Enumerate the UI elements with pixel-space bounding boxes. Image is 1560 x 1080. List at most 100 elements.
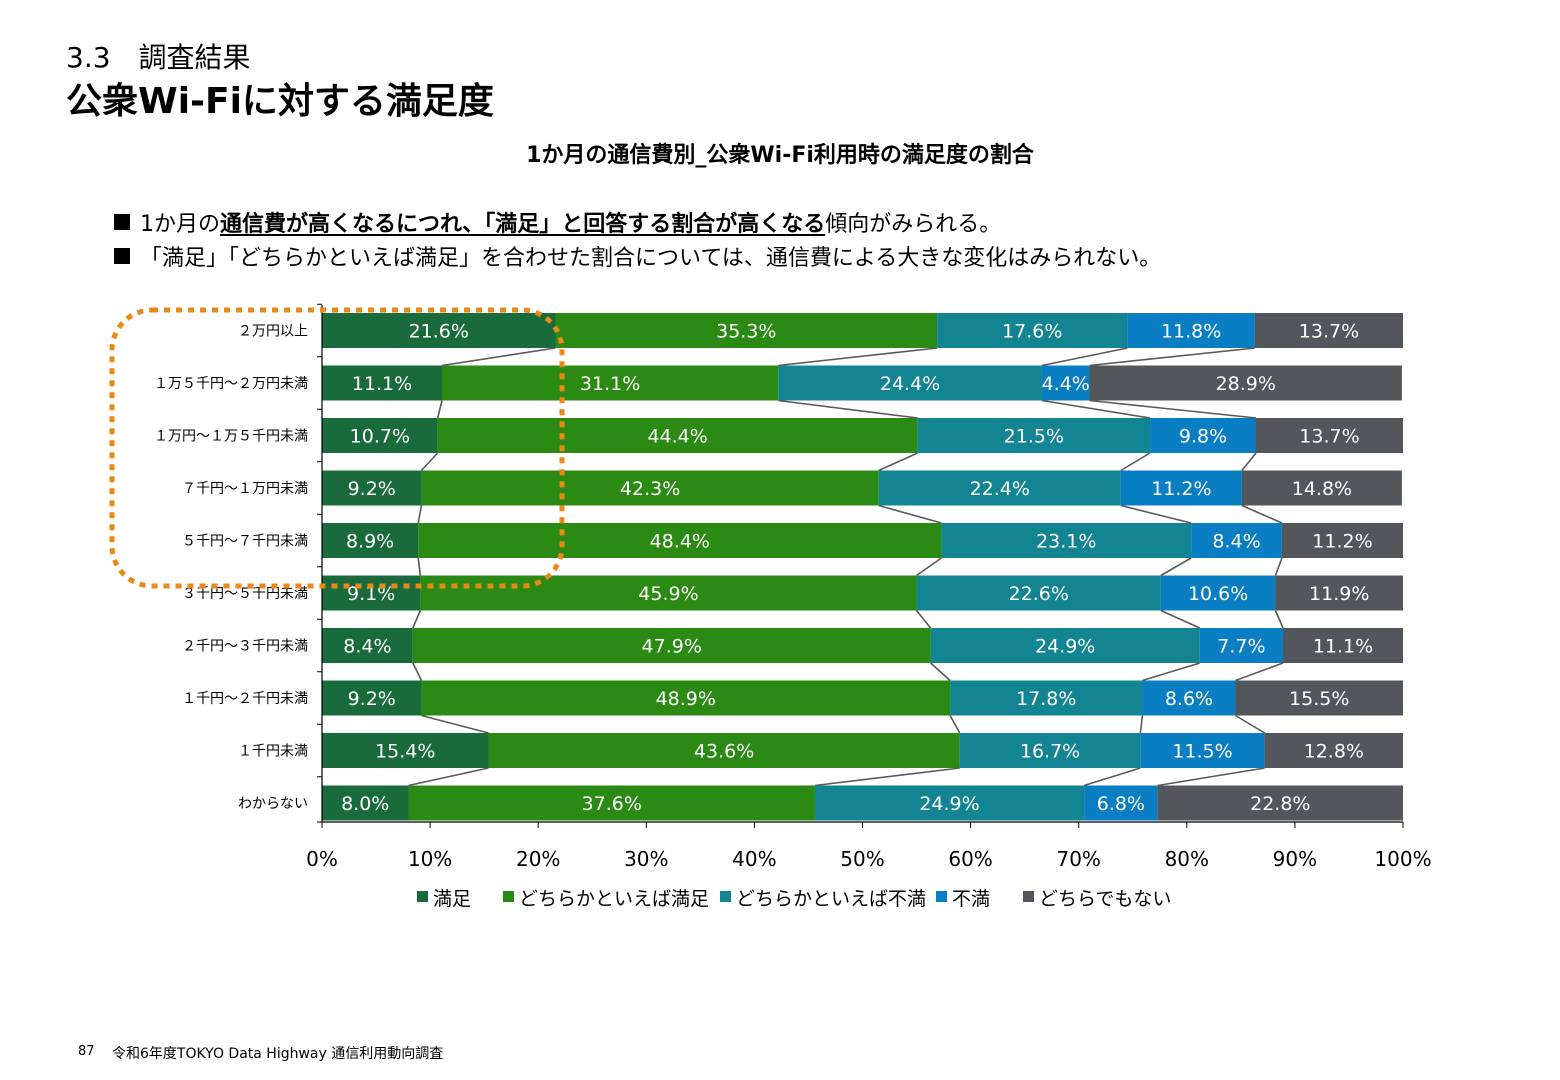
highlight-dotted-box (109, 307, 565, 589)
bar-segment (1127, 313, 1255, 348)
data-label: 31.1% (580, 373, 640, 395)
legend-swatch (417, 891, 428, 902)
x-tick-label: 70% (1056, 847, 1100, 871)
data-label: 24.9% (919, 793, 979, 815)
category-label: １千円～２千円未満 (182, 691, 308, 707)
data-label: 21.5% (1004, 426, 1064, 448)
series-connector-line (421, 714, 489, 734)
bar-segment (1140, 733, 1265, 768)
data-label: 17.6% (1002, 321, 1062, 343)
bar-segment (1160, 575, 1276, 611)
data-label: 11.1% (352, 373, 412, 395)
data-label: 14.8% (1292, 478, 1352, 500)
bullet-square-icon (114, 248, 130, 264)
data-label: 22.8% (1250, 793, 1310, 815)
x-tick-label: 10% (408, 847, 452, 871)
category-label: ２千円～３千円未満 (182, 639, 308, 655)
x-tick-label: 0% (306, 847, 338, 871)
data-label: 13.7% (1299, 321, 1359, 343)
data-label: 9.2% (348, 478, 396, 500)
bar-segment (1275, 575, 1403, 611)
data-label: 21.6% (409, 321, 469, 343)
series-connector-line (916, 557, 942, 577)
series-connector-line (878, 504, 942, 524)
series-connector-line (814, 767, 960, 787)
series-connector-line (1241, 504, 1283, 524)
bar-segment (916, 575, 1161, 611)
x-tick-label: 80% (1165, 847, 1209, 871)
data-label: 4.4% (1042, 373, 1090, 395)
data-label: 8.6% (1165, 688, 1213, 710)
data-label: 24.9% (1035, 636, 1095, 658)
bar-segment (322, 785, 409, 821)
category-label: １千円未満 (238, 744, 308, 760)
data-label: 15.5% (1289, 688, 1349, 710)
data-label: 22.6% (1009, 583, 1069, 605)
bar-segment (814, 785, 1085, 821)
category-label: ３千円～５千円未満 (182, 586, 308, 602)
legend-label: 不満 (952, 888, 990, 910)
data-label: 28.9% (1216, 373, 1276, 395)
data-label: 16.7% (1020, 741, 1080, 763)
bar-segment (322, 680, 422, 716)
category-label: １万円～１万５千円未満 (154, 429, 308, 445)
bullet-1-post: 傾向がみられる。 (825, 212, 1002, 237)
x-tick-label: 100% (1374, 847, 1431, 871)
series-connector-line (1139, 715, 1144, 734)
data-label: 7.7% (1217, 636, 1265, 658)
bar-segment (322, 418, 438, 453)
data-label: 43.6% (694, 741, 754, 763)
bullet-1-pre: 1か月の (140, 212, 220, 237)
data-label: 48.9% (656, 688, 716, 710)
data-label: 22.4% (970, 478, 1030, 500)
bar-segment (1235, 680, 1403, 716)
x-tick-label: 30% (624, 847, 668, 871)
footer-page-number: 87 (78, 1044, 95, 1059)
data-label: 47.9% (642, 636, 702, 658)
legend-swatch (1023, 891, 1034, 902)
series-connector-line (1041, 399, 1151, 419)
chart-title: 1か月の通信費別_公衆Wi-Fi利用時の満足度の割合 (526, 143, 1034, 168)
bar-segment (1281, 523, 1403, 558)
bar-segment (941, 523, 1192, 558)
data-label: 48.4% (650, 531, 710, 553)
series-connector-line (412, 662, 423, 681)
category-label: １万５千円～２万円未満 (154, 376, 308, 392)
data-label: 44.4% (647, 426, 707, 448)
bar-segment (1264, 733, 1403, 768)
series-connector-line (1089, 399, 1257, 419)
series-connector-line (1120, 452, 1151, 472)
bar-segment (322, 733, 489, 768)
x-tick-label: 50% (840, 847, 884, 871)
bar-segment (1157, 785, 1403, 821)
data-label: 24.4% (880, 373, 940, 395)
category-label: ５千円～７千円未満 (182, 534, 308, 550)
series-connector-line (1160, 609, 1201, 629)
series-connector-line (1274, 557, 1283, 576)
series-connector-line (417, 505, 423, 524)
legend-label: どちらかといえば満足 (519, 888, 709, 910)
bar-segment (778, 365, 1042, 401)
data-label: 10.7% (350, 426, 410, 448)
series-connector-line (949, 715, 961, 734)
data-label: 9.8% (1179, 426, 1227, 448)
bar-segment (950, 680, 1143, 716)
data-label: 8.0% (341, 793, 389, 815)
bar-segment (421, 470, 879, 506)
series-connector-line (1120, 504, 1192, 524)
series-connector-line (417, 557, 422, 576)
page-title: 公衆Wi-Fiに対する満足度 (66, 81, 494, 122)
data-label: 9.2% (348, 688, 396, 710)
bar-segment (1199, 628, 1284, 663)
bar-segment (418, 523, 942, 558)
series-connector-line (1241, 452, 1257, 472)
bar-segment (437, 418, 918, 453)
legend-label: 満足 (433, 888, 471, 910)
data-label: 17.8% (1016, 688, 1076, 710)
bar-segment (930, 628, 1200, 663)
bar-segment (322, 523, 419, 558)
bar-segment (1191, 523, 1282, 558)
series-connector-line (408, 767, 489, 787)
data-label: 12.8% (1304, 741, 1364, 763)
bar-segment (959, 733, 1141, 768)
